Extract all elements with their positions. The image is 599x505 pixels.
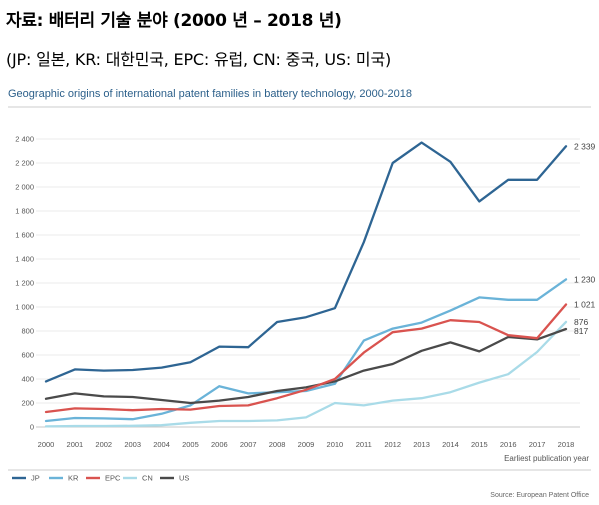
legend-label-kr: KR xyxy=(68,474,79,483)
chart-legend: JP KR EPC CN US xyxy=(12,474,189,483)
end-value-jp: 2 339 xyxy=(574,141,596,151)
country-legend-note: (JP: 일본, KR: 대한민국, EPC: 유럽, CN: 중국, US: … xyxy=(6,50,392,69)
x-tick-label: 2000 xyxy=(38,440,55,449)
x-tick-label: 2009 xyxy=(298,440,315,449)
x-tick-label: 2014 xyxy=(442,440,459,449)
legend-label-epc: EPC xyxy=(105,474,121,483)
y-tick-label: 400 xyxy=(21,375,34,384)
series-line-us xyxy=(44,327,568,405)
x-tick-label: 2006 xyxy=(211,440,228,449)
series-line-epc xyxy=(44,303,568,414)
x-tick-label: 2017 xyxy=(529,440,546,449)
x-tick-label: 2003 xyxy=(124,440,141,449)
y-tick-label: 600 xyxy=(21,351,34,360)
series-line-jp xyxy=(44,141,568,383)
x-tick-label: 2016 xyxy=(500,440,517,449)
chart-source: Source: European Patent Office xyxy=(490,492,589,499)
series-line-kr xyxy=(44,278,568,423)
series-line-cn xyxy=(44,320,568,428)
series-lines xyxy=(44,141,568,428)
y-axis-ticks: 0 200 400 600 800 1 000 1 200 1 400 1 600 1 800 2 … xyxy=(15,135,34,432)
y-tick-label: 0 xyxy=(30,423,34,432)
legend-label-us: US xyxy=(179,474,189,483)
x-tick-label: 2001 xyxy=(67,440,84,449)
x-tick-label: 2010 xyxy=(327,440,344,449)
x-axis-label: Earliest publication year xyxy=(504,454,589,463)
x-tick-label: 2013 xyxy=(413,440,430,449)
x-tick-label: 2005 xyxy=(182,440,199,449)
y-tick-label: 800 xyxy=(21,327,34,336)
y-tick-label: 200 xyxy=(21,399,34,408)
x-tick-label: 2004 xyxy=(153,440,170,449)
page-heading: 자료: 배터리 기술 분야 (2000 년 – 2018 년) xyxy=(6,11,342,31)
y-tick-label: 2 200 xyxy=(15,159,34,168)
y-tick-label: 2 000 xyxy=(15,183,34,192)
end-value-cn: 876 xyxy=(574,317,588,327)
x-tick-label: 2011 xyxy=(356,440,372,449)
x-tick-label: 2012 xyxy=(384,440,401,449)
grid-lines xyxy=(36,138,580,428)
end-value-kr: 1 230 xyxy=(574,274,596,284)
legend-label-cn: CN xyxy=(142,474,153,483)
chart-title: Geographic origins of international pate… xyxy=(8,88,412,100)
y-tick-label: 1 400 xyxy=(15,255,34,264)
y-tick-label: 1 000 xyxy=(15,303,34,312)
y-tick-label: 1 800 xyxy=(15,207,34,216)
end-value-epc: 1 021 xyxy=(574,299,596,309)
y-tick-label: 2 400 xyxy=(15,135,34,144)
x-tick-label: 2002 xyxy=(95,440,112,449)
y-tick-label: 1 600 xyxy=(15,231,34,240)
x-tick-label: 2015 xyxy=(471,440,488,449)
x-axis-ticks: 2000 2001 2002 2003 2004 2005 2006 2007 2008 2009… xyxy=(38,440,575,449)
x-tick-label: 2008 xyxy=(269,440,286,449)
y-tick-label: 1 200 xyxy=(15,279,34,288)
legend-label-jp: JP xyxy=(31,474,40,483)
x-tick-label: 2007 xyxy=(240,440,257,449)
end-value-us: 817 xyxy=(574,326,588,336)
x-tick-label: 2018 xyxy=(558,440,575,449)
